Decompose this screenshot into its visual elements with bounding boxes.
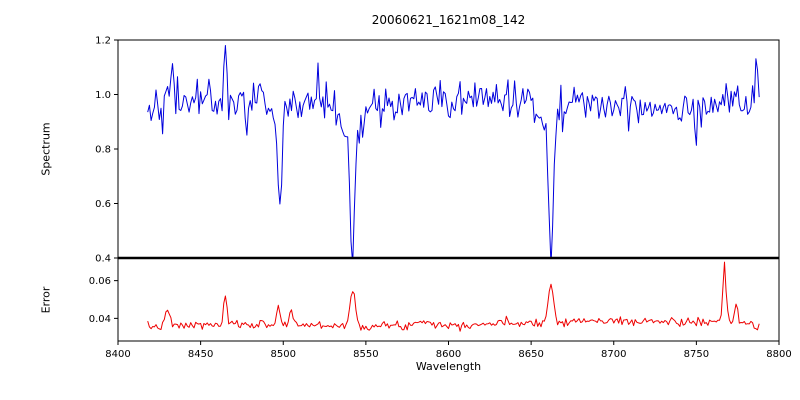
- error-y-axis-ticks: 0.04 0.06: [89, 276, 118, 325]
- spectrum-y-tick-label: 1.0: [95, 90, 111, 101]
- spectrum-y-axis-label: Spectrum: [39, 122, 53, 176]
- x-axis-ticks: 8400 8450 8500 8550 8600 8650 8700 8750 8800: [105, 341, 792, 360]
- spectrum-y-tick-label: 0.4: [95, 254, 111, 265]
- x-tick-label: 8650: [518, 349, 543, 360]
- x-tick-label: 8600: [436, 349, 461, 360]
- error-y-axis-label: Error: [39, 286, 53, 314]
- x-tick-label: 8450: [188, 349, 213, 360]
- x-tick-label: 8500: [271, 349, 296, 360]
- x-tick-label: 8700: [601, 349, 626, 360]
- spectrum-y-tick-label: 0.8: [95, 145, 111, 156]
- spectrum-y-axis-ticks: 0.4 0.6 0.8 1.0 1.2: [95, 36, 118, 265]
- error-y-tick-label: 0.06: [89, 276, 111, 287]
- x-axis-label: Wavelength: [415, 360, 482, 373]
- x-tick-label: 8550: [353, 349, 378, 360]
- x-tick-label: 8800: [766, 349, 791, 360]
- x-tick-label: 8750: [684, 349, 709, 360]
- spectrum-y-tick-label: 1.2: [95, 36, 111, 47]
- x-tick-label: 8400: [105, 349, 130, 360]
- error-line: [147, 261, 760, 332]
- spectrum-y-tick-label: 0.6: [95, 199, 111, 210]
- error-y-tick-label: 0.04: [89, 314, 111, 325]
- spectrum-panel-border: [117, 39, 780, 259]
- chart-title: 20060621_1621m08_142: [371, 13, 526, 27]
- spectrum-line: [147, 45, 760, 258]
